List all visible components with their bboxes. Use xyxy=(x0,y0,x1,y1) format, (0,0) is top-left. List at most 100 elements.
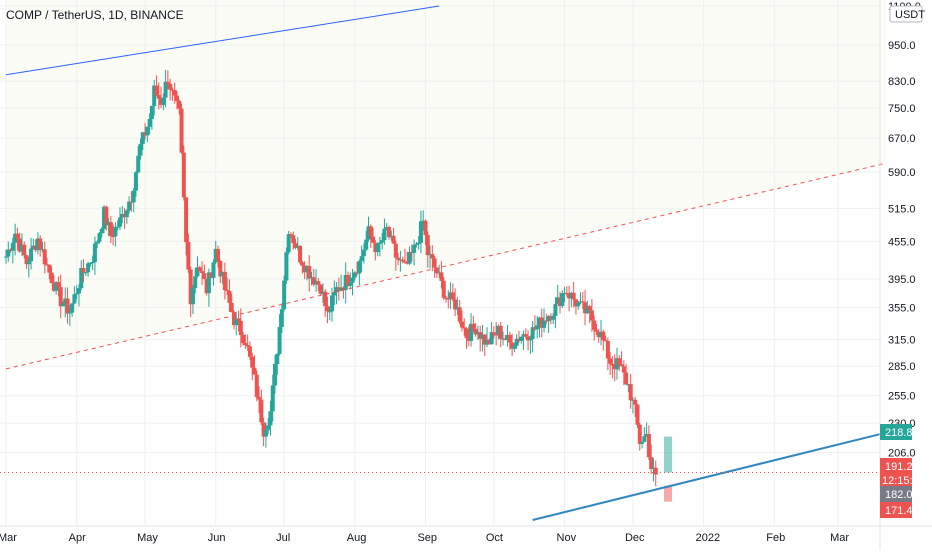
candle-body xyxy=(653,467,658,475)
candle-body xyxy=(220,271,225,277)
candle-body xyxy=(642,436,647,442)
candle-body xyxy=(195,267,200,277)
candle-body xyxy=(612,365,617,370)
candle-body xyxy=(204,278,209,294)
candle-body xyxy=(649,457,654,470)
candle-body xyxy=(339,287,344,292)
candle-body xyxy=(184,197,189,243)
candle-body xyxy=(83,272,88,274)
candle-body xyxy=(371,236,376,243)
candle-body xyxy=(282,280,287,310)
price-tag-low-label: 171.4 xyxy=(885,505,913,517)
candle-body xyxy=(179,108,184,153)
candle-body xyxy=(259,399,264,423)
price-tag-close-bg xyxy=(880,458,912,488)
candle-body xyxy=(108,222,113,237)
candle-body xyxy=(49,272,54,284)
candle-body xyxy=(430,254,435,259)
candle-body xyxy=(542,320,547,328)
candle-body xyxy=(172,90,177,96)
candle-body xyxy=(225,290,230,292)
candle-body xyxy=(617,358,622,365)
candle-body xyxy=(498,325,503,339)
x-tick-label: Nov xyxy=(557,532,577,544)
candle-body xyxy=(564,292,569,295)
candle-body xyxy=(439,272,444,281)
candle-body xyxy=(24,255,29,265)
trendline-upper-channel xyxy=(5,5,440,76)
candle-body xyxy=(63,298,68,304)
candle-body xyxy=(295,245,300,248)
candle-body xyxy=(496,325,501,336)
candle-body xyxy=(425,235,430,256)
candle-body xyxy=(250,356,255,368)
candle-body xyxy=(441,280,446,298)
candle-body xyxy=(120,213,125,218)
candle-body xyxy=(432,258,437,268)
candle-body xyxy=(640,441,645,444)
candle-body xyxy=(92,243,97,263)
candle-body xyxy=(76,288,81,294)
candle-body xyxy=(573,299,578,307)
y-tick-label: 285.0 xyxy=(888,361,916,373)
candle-body xyxy=(357,261,362,274)
candle-body xyxy=(418,221,423,243)
candle-body xyxy=(298,245,303,263)
candle-body xyxy=(589,310,594,321)
candle-body xyxy=(38,238,43,250)
candle-body xyxy=(334,287,339,293)
candle-body xyxy=(10,242,15,251)
candle-body xyxy=(446,298,451,300)
candle-body xyxy=(475,332,480,335)
candle-body xyxy=(343,275,348,291)
trendline-lower-channel xyxy=(532,431,887,521)
candle-body xyxy=(532,327,537,330)
candle-body xyxy=(97,233,102,242)
candle-body xyxy=(359,256,364,262)
candle-body xyxy=(603,340,608,342)
trendline-mid-channel xyxy=(5,162,887,370)
candle-body xyxy=(275,353,280,365)
y-tick-label: 750.0 xyxy=(888,103,916,115)
candle-body xyxy=(270,385,275,412)
candle-body xyxy=(480,334,485,339)
candle-body xyxy=(149,105,154,120)
candle-body xyxy=(368,226,373,237)
candle-body xyxy=(489,332,494,345)
candle-body xyxy=(133,172,138,191)
candle-body xyxy=(514,338,519,346)
candle-body xyxy=(266,425,271,431)
candle-body xyxy=(535,325,540,330)
x-tick-label: 2022 xyxy=(696,532,720,544)
candle-body xyxy=(234,318,239,326)
x-tick-label: Sep xyxy=(417,532,437,544)
candle-body xyxy=(537,317,542,326)
candle-body xyxy=(122,213,127,218)
candle-body xyxy=(79,268,84,289)
candle-body xyxy=(58,287,63,307)
candle-body xyxy=(168,83,173,90)
y-tick-label: 515.0 xyxy=(888,203,916,215)
candle-body xyxy=(318,284,323,294)
price-tag-close-countdown: 12:15:36 xyxy=(882,475,925,487)
candle-body xyxy=(26,261,31,265)
candle-body xyxy=(364,239,369,250)
candle-body xyxy=(147,119,152,127)
y-tick-label: 590.0 xyxy=(888,167,916,179)
candle-body xyxy=(247,346,252,357)
candle-body xyxy=(111,236,116,238)
candle-body xyxy=(236,318,241,321)
candle-body xyxy=(416,242,421,245)
candle-body xyxy=(136,155,141,173)
candle-body xyxy=(314,281,319,285)
candle-body xyxy=(22,244,27,256)
candle-body xyxy=(70,303,75,313)
y-tick-label: 315.0 xyxy=(888,334,916,346)
candle-body xyxy=(72,294,77,304)
candle-body xyxy=(4,256,8,258)
candle-body xyxy=(291,235,296,244)
candle-body xyxy=(47,264,52,273)
candle-body xyxy=(152,85,157,106)
x-tick-label: Mar xyxy=(830,532,849,544)
candle-body xyxy=(633,399,638,405)
